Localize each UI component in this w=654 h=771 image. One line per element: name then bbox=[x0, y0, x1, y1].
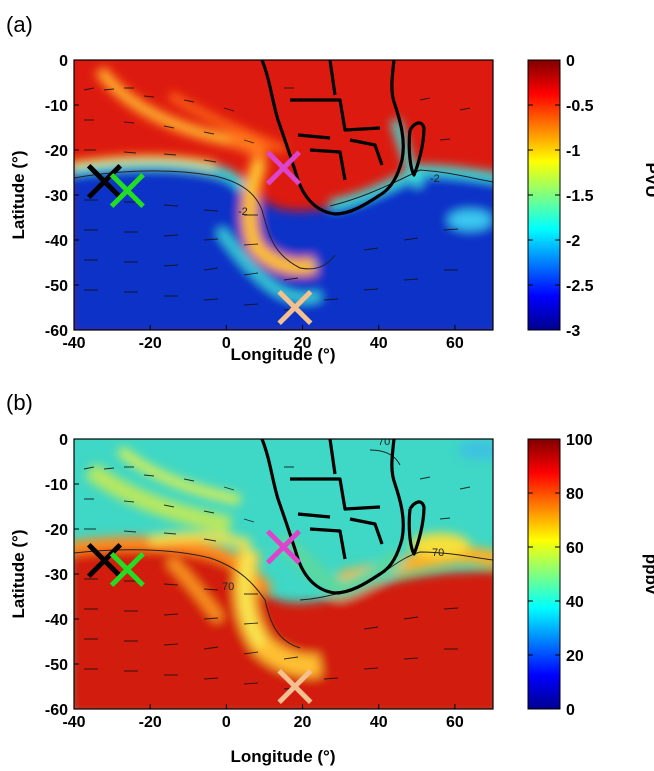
x-marker bbox=[109, 172, 145, 209]
y-tick-label: -30 bbox=[45, 567, 68, 584]
colorbar-title: PVU bbox=[642, 163, 654, 198]
y-tick-label: -20 bbox=[45, 143, 68, 160]
panel-b-label: (b) bbox=[6, 390, 33, 415]
x-tick-label: -40 bbox=[62, 714, 85, 731]
x-marker bbox=[86, 542, 123, 579]
pv-heatmap: -2 -2 bbox=[74, 60, 493, 330]
y-tick-label: 0 bbox=[59, 53, 68, 70]
coastline bbox=[260, 439, 426, 595]
colorbar-tick-label: -1.5 bbox=[566, 188, 594, 205]
ozone-heatmap: 70 70 70 bbox=[74, 436, 493, 709]
colorbar bbox=[527, 438, 561, 710]
colorbar-tick-label: -1 bbox=[566, 143, 580, 160]
x-tick-label: 0 bbox=[222, 714, 231, 731]
y-tick-label: -60 bbox=[45, 702, 68, 719]
y-tick-label: -40 bbox=[45, 612, 68, 629]
x-tick-label: 20 bbox=[294, 335, 312, 352]
x-marker-stroke bbox=[277, 289, 313, 326]
colorbar-tick-label: -2.5 bbox=[566, 278, 594, 295]
x-marker-stroke bbox=[86, 542, 123, 579]
colorbar bbox=[527, 59, 561, 331]
colorbar-tick-label: -0.5 bbox=[566, 98, 594, 115]
contour-label: 70 bbox=[432, 547, 444, 559]
x-marker bbox=[86, 163, 123, 200]
x-tick-label: -20 bbox=[139, 714, 162, 731]
x-marker-stroke bbox=[277, 668, 313, 705]
colorbar-title: ppbv bbox=[642, 554, 654, 595]
y-tick-label: -10 bbox=[45, 477, 68, 494]
x-marker bbox=[277, 289, 313, 326]
x-marker-stroke bbox=[109, 551, 145, 588]
x-marker bbox=[265, 150, 302, 186]
x-tick-label: 40 bbox=[370, 714, 388, 731]
x-tick-label: 40 bbox=[370, 335, 388, 352]
colorbar-tick-label: 60 bbox=[566, 540, 584, 557]
contour-label: 70 bbox=[378, 436, 390, 448]
colorbar-tick-label: 100 bbox=[566, 432, 593, 449]
colorbar-tick-label: 0 bbox=[566, 702, 575, 719]
colorbar-tick-label: 40 bbox=[566, 594, 584, 611]
x-marker bbox=[265, 529, 302, 565]
x-marker-stroke bbox=[86, 163, 123, 200]
y-tick-label: -30 bbox=[45, 188, 68, 205]
coastline bbox=[260, 60, 426, 216]
panel-a: (a) bbox=[6, 12, 654, 364]
y-tick-label: -20 bbox=[45, 522, 68, 539]
x-tick-label: 0 bbox=[222, 335, 231, 352]
x-marker bbox=[109, 551, 145, 588]
panel-a-label: (a) bbox=[6, 12, 33, 37]
x-tick-label: -40 bbox=[62, 335, 85, 352]
x-marker bbox=[277, 668, 313, 705]
contour-label: 70 bbox=[222, 581, 234, 593]
contour-label: -2 bbox=[238, 206, 248, 218]
x-tick-label: 60 bbox=[446, 714, 464, 731]
contour-label: -2 bbox=[430, 173, 440, 185]
panel-b: (b) bbox=[6, 390, 654, 766]
colorbar-tick-label: -3 bbox=[566, 323, 580, 340]
y-tick-label: -50 bbox=[45, 657, 68, 674]
x-marker-stroke bbox=[265, 529, 302, 565]
x-tick-label: 60 bbox=[446, 335, 464, 352]
y-tick-label: -50 bbox=[45, 278, 68, 295]
y-tick-label: -40 bbox=[45, 233, 68, 250]
y-tick-label: -10 bbox=[45, 98, 68, 115]
x-tick-label: -20 bbox=[139, 335, 162, 352]
colorbar-tick-label: 20 bbox=[566, 648, 584, 665]
y-tick-label: 0 bbox=[59, 432, 68, 449]
colorbar-tick-label: -2 bbox=[566, 233, 580, 250]
x-axis-title: Longitude (°) bbox=[231, 345, 336, 364]
colorbar-tick-label: 0 bbox=[566, 53, 575, 70]
y-axis-title: Latitude (°) bbox=[9, 151, 28, 240]
y-axis-title: Latitude (°) bbox=[9, 530, 28, 619]
x-marker-stroke bbox=[109, 172, 145, 209]
colorbar-tick-label: 80 bbox=[566, 486, 584, 503]
x-marker-stroke bbox=[265, 150, 302, 186]
x-tick-label: 20 bbox=[294, 714, 312, 731]
y-tick-label: -60 bbox=[45, 323, 68, 340]
x-axis-title: Longitude (°) bbox=[231, 747, 336, 766]
